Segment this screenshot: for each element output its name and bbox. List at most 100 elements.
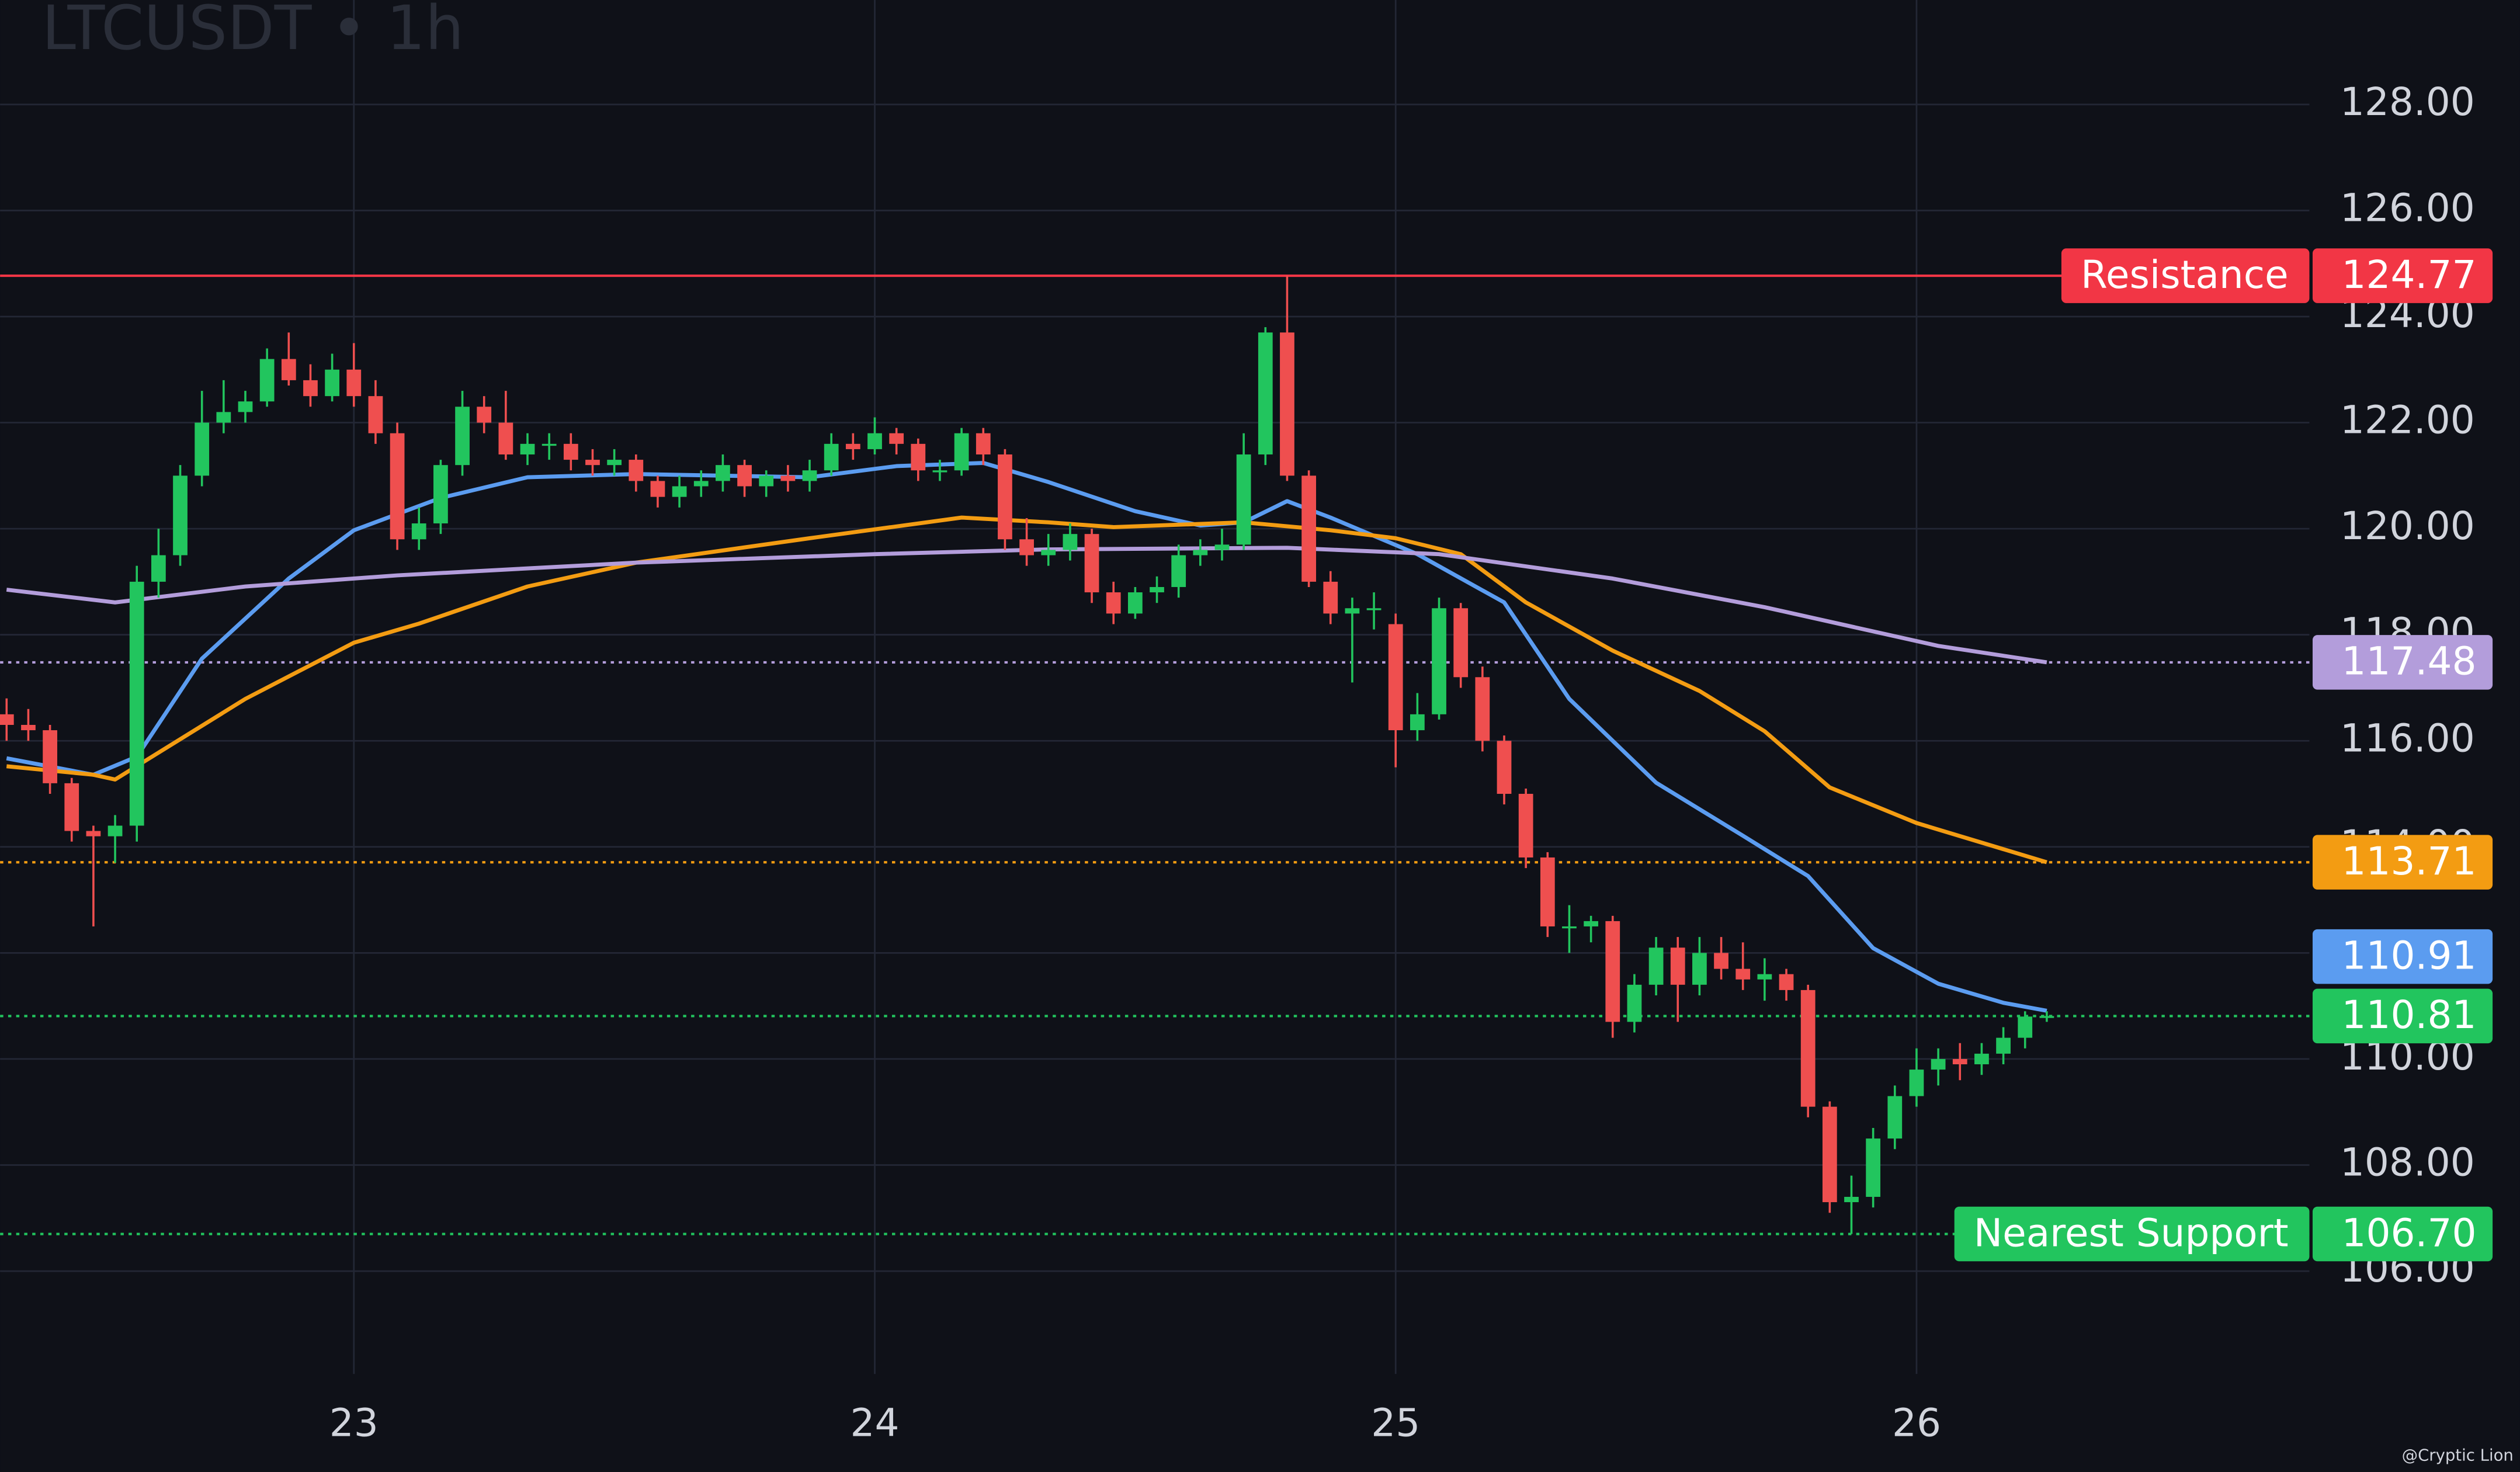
price-tag (2312, 1206, 2493, 1262)
candle-body (1627, 984, 1642, 1022)
candle-body (737, 465, 752, 487)
y-tick-label: 108.00 (2340, 1140, 2475, 1185)
candle-body (259, 359, 275, 402)
candle-body (325, 369, 339, 397)
candle-body (1952, 1058, 1967, 1065)
candle-body (1193, 550, 1208, 556)
y-tick-label: 120.00 (2340, 504, 2475, 548)
candle-body (1323, 581, 1338, 614)
price-tag (2312, 929, 2493, 984)
level-label: Nearest Support (1974, 1210, 2289, 1255)
price-tag (2312, 248, 2493, 303)
candle-body (911, 443, 926, 471)
candle-body (1084, 534, 1099, 593)
candle-body (1800, 990, 1816, 1107)
candle-body (845, 443, 860, 449)
price-tags: 124.77 Resistance 117.48 113.71 110.91 110.81… (1954, 248, 2493, 1262)
candle-body (759, 475, 774, 487)
candle-body (216, 412, 231, 423)
candle-body (43, 730, 57, 783)
candle-body (1605, 921, 1620, 1022)
candle-body (1388, 624, 1403, 731)
price-tag (2312, 835, 2493, 890)
candle-body (1150, 586, 1164, 593)
candle-body (1019, 539, 1034, 556)
x-tick-label: 24 (850, 1400, 899, 1445)
candle-body (390, 433, 405, 540)
candle-body (346, 369, 362, 397)
candle-body (1041, 550, 1056, 556)
candle-body (976, 433, 991, 455)
candle-body (1453, 608, 1469, 678)
y-tick-label: 122.00 (2340, 398, 2475, 443)
candle-body (303, 380, 318, 397)
candle-body (563, 443, 578, 460)
candle-body (780, 475, 796, 481)
price-tag (2312, 635, 2493, 690)
watermark: @Cryptic Lion (2402, 1446, 2514, 1464)
candle-body (693, 481, 709, 487)
candle-body (867, 433, 882, 449)
x-tick-label: 23 (329, 1400, 379, 1445)
candle-body (542, 443, 557, 446)
level-label-tag (2061, 248, 2310, 303)
candle-body (1996, 1037, 2011, 1054)
x-tick-label: 25 (1371, 1400, 1420, 1445)
candle-body (1844, 1196, 1859, 1203)
candle-body (281, 359, 296, 380)
candle-body (716, 465, 730, 481)
candle-body (629, 460, 644, 481)
candle-body (585, 460, 600, 466)
price-tag-value: 113.71 (2342, 839, 2477, 884)
candle-body (824, 443, 839, 471)
level-label-tag (1954, 1206, 2310, 1262)
candle-body (1779, 974, 1794, 990)
price-tag-value: 117.48 (2342, 639, 2477, 684)
candle-body (1670, 947, 1685, 985)
candle-body (477, 407, 492, 423)
candle-body (1887, 1096, 1903, 1139)
price-tag-value: 110.91 (2342, 933, 2477, 978)
candle-body (0, 714, 14, 725)
candle-body (672, 486, 687, 497)
candle-body (1475, 677, 1490, 741)
moving-average-line (6, 461, 2047, 1013)
candle-body (1822, 1106, 1837, 1203)
candle-body (368, 396, 383, 433)
candle-body (1931, 1058, 1946, 1070)
candle-body (1692, 953, 1707, 985)
candle-body (650, 481, 665, 497)
candle-body (411, 523, 426, 540)
candle-body (498, 422, 513, 455)
candle-body (1909, 1070, 1924, 1096)
candle-body (1584, 921, 1599, 926)
candle-body (1258, 332, 1273, 455)
candle-body (607, 460, 622, 466)
candle-body (1562, 926, 1577, 929)
candle-body (1648, 947, 1664, 985)
candle-body (86, 831, 101, 836)
candle-body (64, 783, 79, 831)
candle-body (520, 443, 535, 455)
chart-title: LTCUSDT • 1h (42, 0, 464, 64)
candle-body (1106, 592, 1121, 614)
level-lines (0, 275, 2310, 1235)
candle-body (1214, 544, 1230, 550)
candle-body (107, 825, 123, 836)
candle-body (129, 581, 144, 826)
candle-body (1171, 555, 1186, 587)
price-tag-value: 110.81 (2342, 992, 2477, 1037)
candle-body (802, 470, 817, 481)
candle-body (1866, 1138, 1881, 1197)
candle-body (238, 401, 253, 412)
y-tick-label: 128.00 (2340, 79, 2475, 124)
candle-body (1410, 714, 1425, 731)
candle-body (1974, 1053, 1989, 1065)
candle-body (1063, 534, 1078, 550)
candle-body (954, 433, 969, 471)
x-tick-label: 26 (1892, 1400, 1941, 1445)
candle-body (1757, 974, 1772, 980)
price-tag (2312, 988, 2493, 1044)
candle-body (455, 407, 470, 466)
